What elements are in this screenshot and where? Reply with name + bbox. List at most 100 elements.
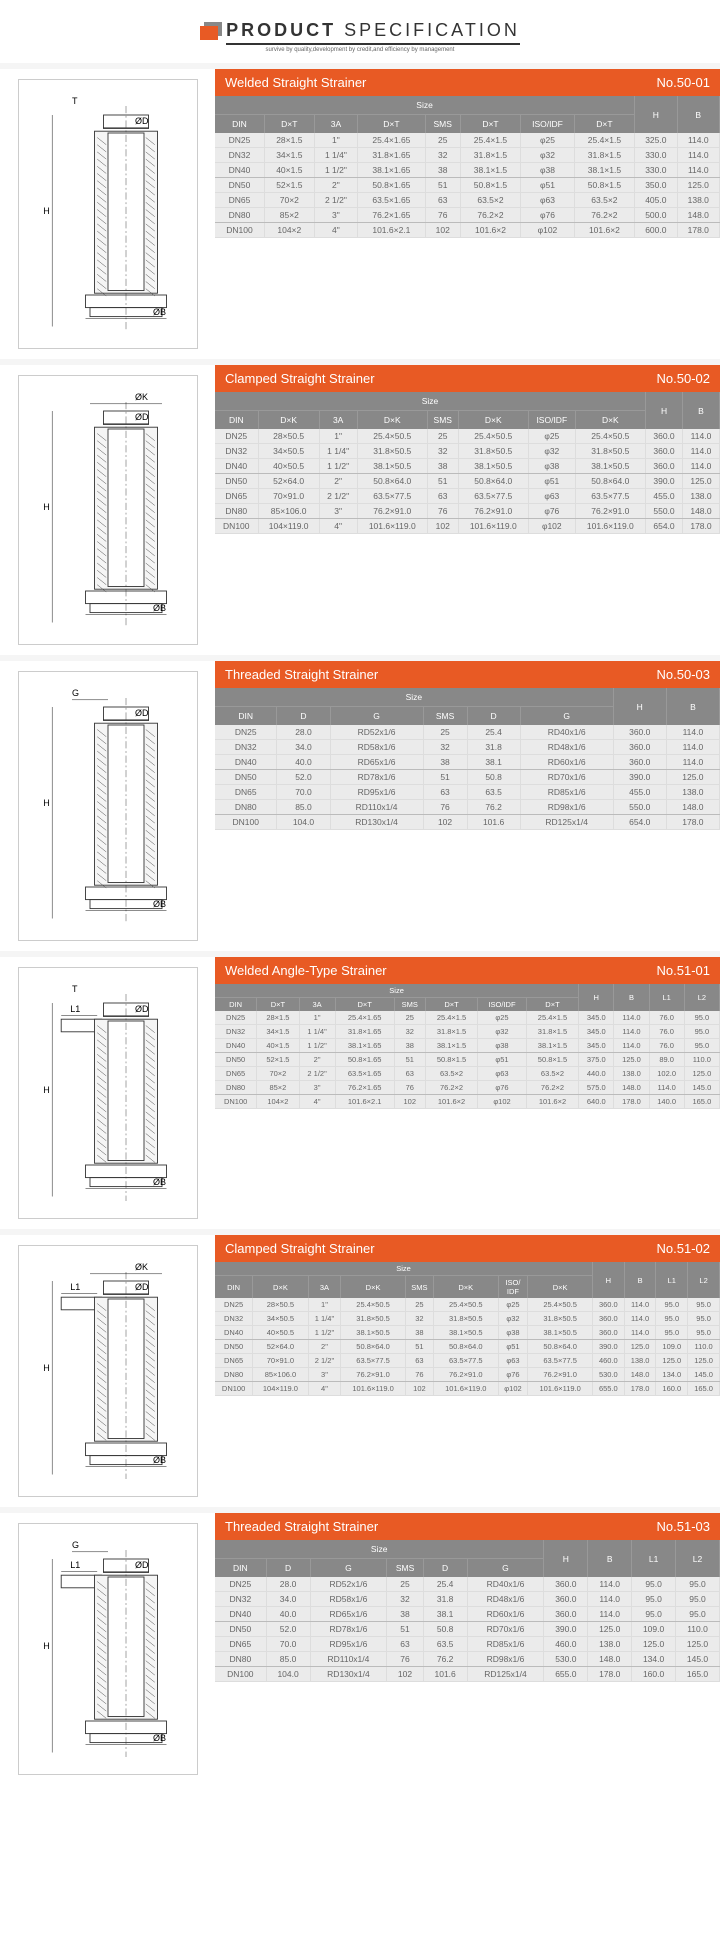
spec-cell: 52×64.0 [253, 1340, 309, 1354]
svg-text:ØB: ØB [153, 1733, 166, 1743]
spec-cell: 63 [427, 489, 458, 504]
spec-cell: 2" [314, 178, 357, 193]
spec-cell: 138.0 [677, 193, 719, 208]
spec-cell: RD58x1/6 [310, 1592, 387, 1607]
svg-text:ØK: ØK [135, 392, 148, 402]
section-title-bar: Threaded Straight StrainerNo.50-03 [215, 661, 720, 688]
spec-cell: 110.0 [684, 1053, 719, 1067]
spec-cell: 109.0 [632, 1622, 676, 1637]
section-number: No.51-01 [657, 963, 710, 978]
spec-cell: RD70x1/6 [520, 770, 613, 785]
spec-cell: 32 [394, 1025, 425, 1039]
svg-text:ØD: ØD [135, 1560, 149, 1570]
spec-cell: 530.0 [544, 1652, 588, 1667]
spec-cell: 114.0 [666, 740, 719, 755]
spec-cell: 114.0 [588, 1607, 632, 1622]
svg-text:H: H [43, 206, 49, 216]
spec-cell: 76.0 [649, 1011, 684, 1025]
svg-text:ØB: ØB [153, 899, 166, 909]
spec-cell: 114.0 [624, 1312, 656, 1326]
section-title-bar: Clamped Straight Strainer No.51-02 [215, 1235, 720, 1262]
spec-cell: 114.0 [624, 1298, 656, 1312]
spec-cell: φ38 [478, 1039, 527, 1053]
svg-text:ØD: ØD [135, 1004, 149, 1014]
spec-cell: RD52x1/6 [310, 1577, 387, 1592]
spec-cell: DN100 [215, 1095, 257, 1109]
spec-cell: 50.8×64.0 [575, 474, 645, 489]
spec-cell: 70.0 [277, 785, 330, 800]
spec-cell: RD78x1/6 [330, 770, 423, 785]
spec-cell: 125.0 [632, 1637, 676, 1652]
svg-text:H: H [43, 1641, 49, 1651]
spec-cell: 148.0 [588, 1652, 632, 1667]
spec-cell: 70×91.0 [258, 489, 319, 504]
spec-cell: 148.0 [624, 1368, 656, 1382]
section-title: Clamped Straight Strainer [225, 1241, 375, 1256]
spec-cell: 148.0 [666, 800, 719, 815]
spec-cell: 1 1/4" [319, 444, 357, 459]
spec-cell: DN32 [215, 740, 277, 755]
svg-text:ØB: ØB [153, 1177, 166, 1187]
spec-cell: 52×1.5 [264, 178, 314, 193]
spec-cell: 50.8 [423, 1622, 467, 1637]
spec-cell: DN32 [215, 148, 264, 163]
spec-cell: 76.2 [423, 1652, 467, 1667]
spec-cell: RD125x1/4 [467, 1667, 544, 1682]
spec-table: SizeHBL1L2DIND×T3AD×TSMSD×TISO/IDFD×TDN2… [215, 984, 720, 1109]
spec-cell: 25.4×50.5 [528, 1298, 593, 1312]
spec-cell: DN40 [215, 163, 264, 178]
technical-diagram: ØKL1ØDØBH [18, 1245, 198, 1497]
spec-cell: 95.0 [684, 1011, 719, 1025]
spec-cell: 114.0 [666, 755, 719, 770]
section-title: Threaded Straight Strainer [225, 667, 378, 682]
spec-cell: 360.0 [544, 1607, 588, 1622]
spec-cell: 145.0 [684, 1081, 719, 1095]
spec-cell: 28×50.5 [253, 1298, 309, 1312]
spec-cell: 40×50.5 [258, 459, 319, 474]
spec-cell: 52×1.5 [257, 1053, 299, 1067]
spec-cell: 500.0 [635, 208, 677, 223]
spec-cell: 85.0 [277, 800, 330, 815]
spec-cell: RD70x1/6 [467, 1622, 544, 1637]
spec-cell: 38 [423, 755, 467, 770]
spec-cell: 95.0 [684, 1039, 719, 1053]
spec-cell: 38.1×1.5 [460, 163, 520, 178]
section-number: No.51-02 [657, 1241, 710, 1256]
spec-cell: DN32 [215, 1312, 253, 1326]
spec-cell: 640.0 [579, 1095, 614, 1109]
spec-cell: 63.5×77.5 [575, 489, 645, 504]
spec-cell: 25 [425, 133, 460, 148]
spec-cell: DN80 [215, 208, 264, 223]
header-logo-box [200, 26, 218, 40]
spec-cell: 25.4 [467, 725, 520, 740]
spec-cell: 76 [387, 1652, 423, 1667]
svg-text:L1: L1 [70, 1282, 80, 1292]
spec-cell: DN32 [215, 1025, 257, 1039]
spec-cell: 63.5×1.65 [358, 193, 426, 208]
diagram-column: TL1ØDØBH [0, 957, 215, 1229]
spec-cell: 114.0 [677, 148, 719, 163]
spec-cell: 50.8×1.5 [460, 178, 520, 193]
spec-cell: 38.1×50.5 [575, 459, 645, 474]
section-title: Welded Angle-Type Strainer [225, 963, 387, 978]
spec-cell: DN50 [215, 178, 264, 193]
spec-cell: 63.5 [423, 1637, 467, 1652]
spec-cell: 114.0 [682, 459, 719, 474]
spec-cell: 550.0 [646, 504, 683, 519]
spec-cell: 38.1×1.65 [358, 163, 426, 178]
spec-cell: 125.0 [656, 1354, 688, 1368]
spec-cell: RD85x1/6 [520, 785, 613, 800]
spec-cell: 178.0 [677, 223, 719, 238]
spec-section: GL1ØDØBHThreaded Straight StrainerNo.51-… [0, 1507, 720, 1785]
spec-cell: 114.0 [624, 1326, 656, 1340]
spec-cell: 138.0 [588, 1637, 632, 1652]
spec-cell: 1" [308, 1298, 341, 1312]
spec-cell: 95.0 [632, 1577, 676, 1592]
spec-cell: DN25 [215, 1011, 257, 1025]
spec-cell: DN25 [215, 1298, 253, 1312]
spec-cell: 1 1/4" [314, 148, 357, 163]
spec-cell: φ38 [521, 163, 575, 178]
spec-cell: 330.0 [635, 148, 677, 163]
spec-cell: 390.0 [646, 474, 683, 489]
diagram-column: GØDØBH [0, 661, 215, 951]
